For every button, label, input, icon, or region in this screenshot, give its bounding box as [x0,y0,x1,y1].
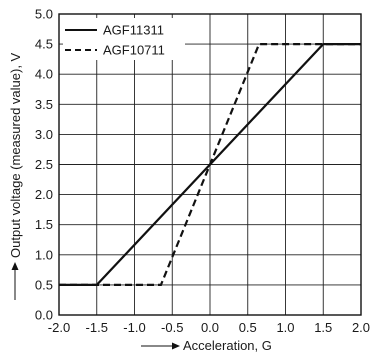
x-axis-arrow-head [172,342,180,350]
series-line-agf10711 [59,42,361,286]
x-tick-label: -1.0 [123,320,145,335]
x-tick-label: 0.5 [239,320,257,335]
y-tick-label: 2.5 [35,157,53,172]
x-tick-label: -1.5 [86,320,108,335]
y-axis-label: Output voltage (measured value), V [8,52,23,258]
y-tick-label: 1.0 [35,247,53,262]
x-axis-title: Acceleration, G [141,338,272,353]
legend-background [63,18,185,60]
y-tick-labels: 0.0 0.5 1.0 1.5 2.0 2.5 3.0 3.5 4.0 4.5 5.0 [35,7,53,323]
y-tick-label: 3.5 [35,97,53,112]
y-tick-label: 4.5 [35,37,53,52]
series-layer [59,42,361,286]
y-axis-arrow-head [11,262,19,270]
y-axis-title: Output voltage (measured value), V [8,52,23,300]
x-tick-label: 1.5 [314,320,332,335]
legend-label-agf11311: AGF11311 [103,23,164,38]
x-tick-label: -2.0 [48,320,70,335]
y-tick-label: 5.0 [35,7,53,22]
plot-frame [58,13,362,316]
y-tick-label: 0.5 [35,277,53,292]
y-tick-label: 0.0 [35,308,53,323]
x-tick-label: 0.0 [201,320,219,335]
y-tick-label: 3.0 [35,127,53,142]
y-tick-label: 2.0 [35,187,53,202]
x-tick-label: 2.0 [352,320,370,335]
x-tick-labels: -2.0 -1.5 -1.0 -0.5 0.0 0.5 1.0 1.5 2.0 [48,320,370,335]
y-tick-label: 1.5 [35,217,53,232]
legend-label-agf10711: AGF10711 [103,43,165,58]
x-tick-label: -0.5 [161,320,183,335]
x-tick-label: 1.0 [276,320,294,335]
y-tick-label: 4.0 [35,67,53,82]
x-axis-label: Acceleration, G [183,338,272,353]
legend: AGF11311 AGF10711 [63,18,185,60]
